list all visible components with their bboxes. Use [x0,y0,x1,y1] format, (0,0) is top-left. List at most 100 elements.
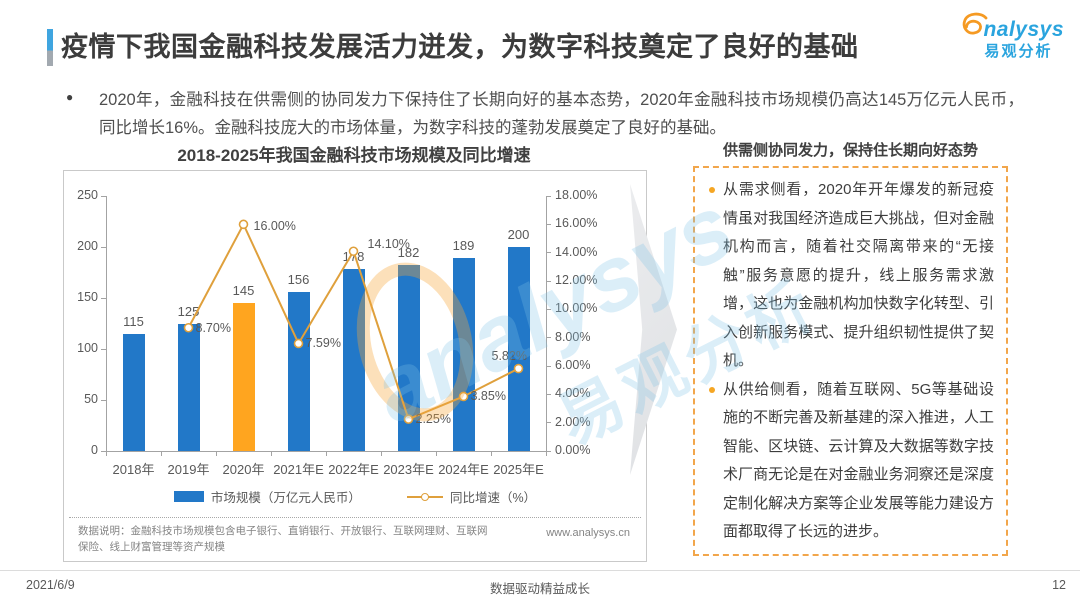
left-axis-tick-label: 250 [77,188,98,202]
legend-item-bar: 市场规模（万亿元人民币） [173,487,361,506]
bar-value-label: 182 [397,245,420,261]
legend-label-bar: 市场规模（万亿元人民币） [210,491,361,505]
legend-item-line: 同比增速（%） [406,487,537,506]
chart-panel: 0 50 100 150 200 250 0.00% 2.00% 4.00% 6.00% 8.00%… [63,170,647,562]
line-marker [458,391,469,402]
left-axis-tick-label: 100 [77,341,98,355]
bar-value-label: 156 [287,271,310,287]
right-axis-tick-label: 16.00% [555,216,598,231]
left-axis-tick-label: 0 [91,443,98,457]
footer-motto: 数据驱动精益成长 [489,582,590,596]
left-axis-tick-label: 200 [77,239,98,253]
line-marker [183,322,194,333]
line-marker [348,246,359,257]
chart-title: 2018-2025年我国金融科技市场规模及同比增速 [177,146,531,165]
bar [177,323,200,451]
x-axis-tick [491,451,492,456]
left-axis-tick [101,348,106,350]
right-axis-tick [546,195,551,197]
legend-label-line: 同比增速（%） [449,491,537,505]
bar [342,269,365,451]
plot-area: 0 50 100 150 200 250 0.00% 2.00% 4.00% 6.00% 8.00%… [77,188,597,477]
title-accent-bar [47,29,53,66]
bullet-text: 从需求侧看，2020年开年爆发的新冠疫情虽对我国经济造成巨大挑战，但对金融机构而… [723,181,994,369]
y-axis-right [546,196,547,451]
x-axis-tick [546,451,547,456]
right-axis-tick-label: 4.00% [555,386,591,401]
x-axis-tick [326,451,327,456]
footer-divider [0,570,1080,571]
left-axis-tick-label: 150 [77,290,98,304]
x-axis-label: 2018年 [112,462,155,477]
chart-legend: 市场规模（万亿元人民币） 同比增速（%） [64,487,646,506]
line-marker [403,414,414,424]
right-axis-tick [546,450,551,452]
right-axis-tick [546,365,551,367]
right-panel-title: 供需侧协同发力，保持住长期向好态势 [722,142,978,159]
bar-value-label: 200 [507,227,530,242]
x-axis-tick [216,451,217,456]
right-axis-tick-label: 0.00% [555,443,591,457]
bar-value-label: 189 [452,238,475,254]
logo-brand-text: nalysys [983,18,1064,41]
x-axis-tick [381,451,382,456]
list-item: 从供给侧看，随着互联网、5G等基础设施的不断完善及新基建的深入推进，人工智能、区… [707,376,994,547]
x-axis-label: 2023年E [383,462,434,477]
page-number: 12 [1052,578,1066,592]
bar-swatch-icon [173,491,204,502]
right-axis-tick-label: 14.00% [555,244,598,259]
line-marker [513,363,524,374]
x-axis-label: 2021年E [273,462,324,477]
left-axis-tick [101,450,106,452]
x-axis-label: 2019年 [167,462,210,477]
line-point-label: 14.10% [367,237,410,252]
right-axis-tick [546,223,551,225]
left-axis-tick [101,195,106,197]
right-panel: 从需求侧看，2020年开年爆发的新冠疫情虽对我国经济造成巨大挑战，但对金融机构而… [693,166,1008,556]
right-axis-tick-label: 10.00% [555,301,598,316]
x-axis-tick [161,451,162,456]
bullet-dot-icon [709,386,715,393]
chart-footnote: 数据说明：金融科技市场规模包含电子银行、直销银行、开放银行、互联网理财、互联网保… [78,525,488,553]
list-item: 从需求侧看，2020年开年爆发的新冠疫情虽对我国经济造成巨大挑战，但对金融机构而… [707,176,994,376]
bullet-icon: ● [66,90,74,104]
right-axis-tick [546,422,551,424]
bar [122,333,145,451]
x-axis-label: 2025年E [493,462,544,477]
intro-text: 2020年，金融科技在供需侧的协同发力下保持住了长期向好的基本态势，2020年金… [99,91,1024,137]
bar [507,247,530,451]
left-axis-tick [101,399,106,401]
x-axis-tick [106,451,107,456]
right-axis-tick [546,280,551,282]
right-axis-tick-label: 2.00% [555,414,591,429]
line-swatch-icon [406,492,443,501]
line-point-label: 5.82% [491,348,527,363]
y-axis-left [106,196,107,451]
right-axis-tick [546,308,551,310]
logo-brand-cn-text: 易观分析 [984,43,1053,60]
x-axis-label: 2024年E [438,462,489,477]
bullet-dot-icon [709,187,715,193]
line-marker [238,219,249,230]
analysys-logo: nalysys 易观分析 [954,12,1064,61]
line-point-label: 3.85% [470,389,506,404]
bar [232,303,255,451]
right-axis-tick [546,252,551,254]
right-axis-tick-label: 18.00% [555,188,598,202]
growth-line-chart [183,219,524,424]
left-axis-tick [101,297,106,299]
right-axis-tick-label: 6.00% [555,358,591,372]
bar-value-label: 125 [177,303,200,319]
logo-swirl-icon [963,12,988,35]
right-axis-tick-label: 8.00% [555,329,591,344]
website-text: www.analysys.cn [546,527,630,539]
footer-date: 2021/6/9 [26,578,75,592]
left-axis-tick-label: 50 [84,392,98,406]
x-axis-tick [271,451,272,456]
line-point-label: 16.00% [253,219,296,234]
bullet-text: 从供给侧看，随着互联网、5G等基础设施的不断完善及新基建的深入推进，人工智能、区… [723,380,994,541]
right-axis-tick [546,337,551,339]
right-axis-tick-label: 12.00% [555,273,598,287]
line-marker [293,338,304,349]
x-axis-label: 2022年E [328,462,379,477]
